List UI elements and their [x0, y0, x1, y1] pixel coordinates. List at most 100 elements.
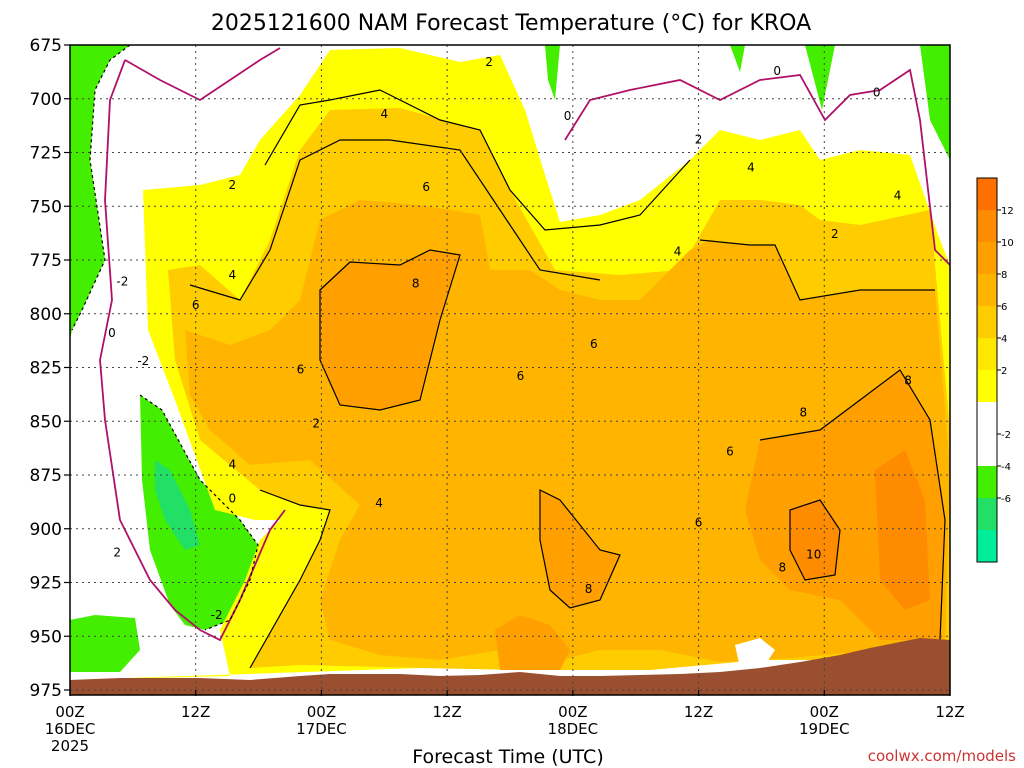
y-tick-label: 900: [30, 520, 62, 540]
colorbar-tick-label: -4: [1001, 462, 1011, 473]
contour-label: 4: [747, 161, 755, 175]
field-warm-8-10-b: [540, 490, 620, 608]
chart-title: 2025121600 NAM Forecast Temperature (°C)…: [211, 11, 811, 36]
y-tick-label: 975: [30, 681, 62, 701]
colorbar-segment: [977, 402, 997, 435]
field-cold-strip: [140, 395, 258, 630]
contour-label: 0: [773, 64, 781, 78]
contour-label: 6: [590, 337, 598, 351]
y-tick-label: 850: [30, 412, 62, 432]
colorbar-segment: [977, 242, 997, 275]
x-tick-label: 00Z: [307, 703, 336, 721]
contour-label: 6: [192, 298, 200, 312]
field-cold-top-right: [730, 45, 950, 160]
field-cold-lower-left: [70, 615, 140, 672]
colorbar-tick-label: 12: [1001, 206, 1014, 217]
y-tick-label: 700: [30, 90, 62, 110]
colorbar-segment: [977, 338, 997, 371]
x-tick-label: 00Z: [558, 703, 587, 721]
contour-label: 8: [585, 582, 593, 596]
field-warm-pocket: [735, 638, 775, 668]
y-tick-label: 675: [30, 36, 62, 56]
colorbar-tick-label: 8: [1001, 270, 1007, 281]
y-tick-label: 775: [30, 251, 62, 271]
y-tick-label: 925: [30, 574, 62, 594]
colorbar-segment: [977, 178, 997, 211]
contour-label: 10: [806, 548, 821, 562]
contour-neg2c-strip: [139, 394, 259, 631]
contour-label: 2: [113, 545, 121, 559]
colorbar-segment: [977, 530, 997, 563]
contour-label: 0: [108, 326, 116, 340]
colorbar-tick-label: 2: [1001, 366, 1007, 377]
contour-0c-top: [124, 47, 281, 102]
contour-4c-upper: [264, 89, 691, 231]
contour-label: 2: [831, 227, 839, 241]
contour-label: 6: [517, 369, 525, 383]
colorbar-segment: [977, 210, 997, 243]
x-tick-label: 00Z: [810, 703, 839, 721]
contour-label: 6: [695, 515, 703, 529]
contour-label: 4: [380, 107, 388, 121]
contour-label: 8: [904, 373, 912, 387]
terrain-ground: [70, 638, 950, 695]
y-tick-label: 800: [30, 305, 62, 325]
contour-label: 2: [695, 133, 703, 147]
contour-label: 6: [422, 180, 430, 194]
field-warm-8-10-d: [495, 615, 570, 670]
colorbar-tick-label: 4: [1001, 334, 1007, 345]
temperature-field: [70, 45, 950, 695]
contour-0c-right: [564, 68, 950, 266]
contour-label: 4: [674, 244, 682, 258]
field-cold-top-mid: [545, 45, 560, 100]
contour-8c-b: [539, 489, 621, 609]
contour-label: -2: [116, 275, 128, 289]
colorbar-tick-label: 6: [1001, 302, 1007, 313]
plot-frame: [69, 44, 951, 696]
colorbar-tick-label: -6: [1001, 494, 1011, 505]
contour-label: -2: [137, 354, 149, 368]
field-warm-10-12-b: [875, 450, 930, 610]
x-tick-date: 16DEC: [45, 720, 96, 738]
x-tick-label: 12Z: [935, 703, 964, 721]
colorbar-segment: [977, 370, 997, 403]
contour-10c: [789, 499, 841, 581]
y-tick-label: 725: [30, 144, 62, 164]
colorbar-tick-label: 10: [1001, 238, 1014, 249]
x-tick-date: 18DEC: [548, 720, 599, 738]
x-tick-label: 12Z: [181, 703, 210, 721]
contour-label: 2: [485, 55, 493, 69]
contour-label: 2: [229, 178, 237, 192]
x-tick-year: 2025: [51, 737, 89, 755]
y-axis-ticks: 675 700 725 750 775 800 825 850 875 900 925 950 975: [30, 36, 70, 701]
contour-label: 8: [800, 406, 808, 420]
contour-lines: [71, 45, 950, 669]
contour-label: 4: [375, 496, 383, 510]
contour-8c-c: [759, 369, 946, 641]
y-tick-label: 825: [30, 359, 62, 379]
contour-label: 6: [297, 363, 305, 377]
colorbar-segment: [977, 498, 997, 531]
contour-label: -2: [211, 608, 223, 622]
contour-label: 0: [229, 492, 237, 506]
field-warm-8-10-a: [320, 250, 460, 410]
colorbar-segment: [977, 306, 997, 339]
contour-label: 4: [229, 457, 237, 471]
y-tick-label: 875: [30, 466, 62, 486]
contour-8c-a: [319, 249, 461, 411]
x-tick-date: 19DEC: [799, 720, 850, 738]
colorbar-segment: [977, 434, 997, 467]
y-tick-label: 750: [30, 197, 62, 217]
contour-6c: [189, 139, 601, 301]
contour-label: 2: [312, 416, 320, 430]
field-warm-10-12-a: [790, 500, 840, 580]
x-tick-date: 17DEC: [296, 720, 347, 738]
contour-6c-right: [699, 239, 935, 301]
contour-label: 6: [726, 444, 734, 458]
field-cold-pocket: [155, 460, 200, 550]
contour-neg2c: [71, 45, 131, 331]
colorbar-tick-label: -2: [1001, 430, 1011, 441]
x-tick-label: 12Z: [684, 703, 713, 721]
credit-link[interactable]: coolwx.com/models: [868, 747, 1016, 765]
